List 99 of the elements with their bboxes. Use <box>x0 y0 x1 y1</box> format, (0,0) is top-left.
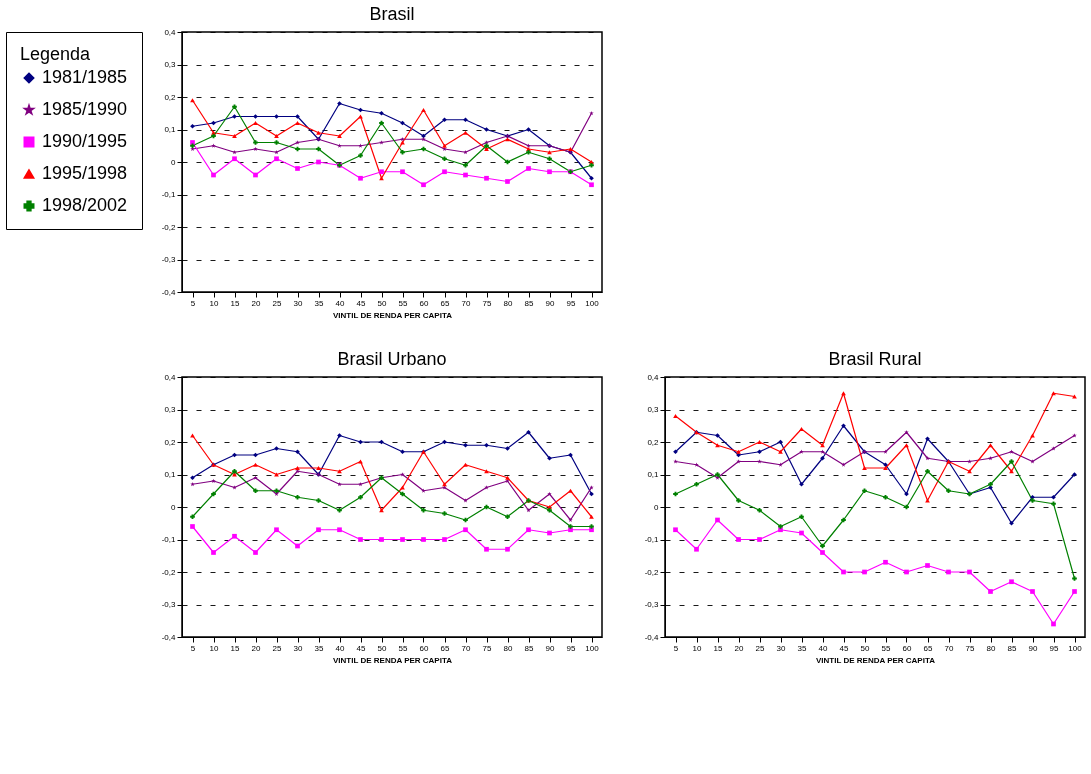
x-axis-title: VINTIL DE RENDA PER CAPITA <box>333 655 453 665</box>
x-tick-label: 90 <box>545 298 555 308</box>
x-tick-label: 25 <box>755 643 765 653</box>
x-tick-label: 40 <box>335 643 345 653</box>
y-tick-label: 0,3 <box>164 60 177 69</box>
x-tick-label: 55 <box>398 298 408 308</box>
y-tick-label: -0,4 <box>161 287 177 297</box>
x-tick-label: 45 <box>356 643 366 653</box>
y-tick-label: -0,2 <box>644 567 660 577</box>
x-tick-label: 50 <box>860 643 870 653</box>
y-tick-label: 0,4 <box>647 372 660 382</box>
x-tick-label: 20 <box>734 643 744 653</box>
x-tick-label: 95 <box>566 643 576 653</box>
x-tick-label: 60 <box>419 298 429 308</box>
chart-title: Brasil <box>369 4 415 24</box>
y-tick-label: 0 <box>654 502 660 512</box>
x-tick-label: 40 <box>335 298 345 308</box>
x-tick-label: 45 <box>356 298 366 308</box>
y-tick-label: 0,1 <box>164 470 177 479</box>
x-tick-label: 40 <box>818 643 828 653</box>
chart-title: Brasil Rural <box>828 349 922 369</box>
y-tick-label: -0,3 <box>161 600 177 609</box>
legend-label: 1985/1990 <box>42 99 128 119</box>
x-tick-label: 100 <box>1068 643 1083 653</box>
x-tick-label: 75 <box>965 643 975 653</box>
x-tick-label: 20 <box>251 298 261 308</box>
y-tick-label: 0 <box>171 502 177 512</box>
x-tick-label: 95 <box>566 298 576 308</box>
x-tick-label: 45 <box>839 643 849 653</box>
x-tick-label: 30 <box>293 298 303 308</box>
x-tick-label: 25 <box>272 298 282 308</box>
y-tick-label: 0,4 <box>164 372 177 382</box>
legend-label: 1981/1985 <box>42 67 128 87</box>
x-tick-label: 80 <box>503 643 513 653</box>
x-tick-label: 85 <box>1007 643 1017 653</box>
x-tick-label: 50 <box>377 298 387 308</box>
y-tick-label: -0,1 <box>161 190 177 199</box>
x-tick-label: 50 <box>377 643 387 653</box>
x-tick-label: 70 <box>461 298 471 308</box>
x-tick-label: 70 <box>461 643 471 653</box>
x-tick-label: 55 <box>398 643 408 653</box>
x-tick-label: 85 <box>524 298 534 308</box>
x-tick-label: 60 <box>902 643 912 653</box>
x-tick-label: 5 <box>190 298 196 308</box>
y-tick-label: -0,3 <box>161 255 177 264</box>
x-tick-label: 90 <box>545 643 555 653</box>
x-tick-label: 55 <box>881 643 891 653</box>
y-tick-label: 0,4 <box>164 27 177 37</box>
x-tick-label: 80 <box>503 298 513 308</box>
x-tick-label: 65 <box>440 643 450 653</box>
y-tick-label: -0,2 <box>161 567 177 577</box>
x-axis-title: VINTIL DE RENDA PER CAPITA <box>816 655 936 665</box>
x-tick-label: 15 <box>230 298 240 308</box>
x-tick-label: 10 <box>692 643 702 653</box>
x-tick-label: 25 <box>272 643 282 653</box>
x-tick-label: 80 <box>986 643 996 653</box>
y-tick-label: 0,2 <box>164 437 177 447</box>
x-tick-label: 100 <box>585 643 600 653</box>
x-tick-label: 15 <box>713 643 723 653</box>
y-tick-label: -0,3 <box>644 600 660 609</box>
x-tick-label: 95 <box>1049 643 1059 653</box>
legend-label: 1990/1995 <box>42 131 128 151</box>
x-tick-label: 35 <box>797 643 807 653</box>
y-tick-label: 0,3 <box>647 405 660 414</box>
x-axis-title: VINTIL DE RENDA PER CAPITA <box>333 310 453 320</box>
x-tick-label: 20 <box>251 643 261 653</box>
x-tick-label: 30 <box>293 643 303 653</box>
x-tick-label: 75 <box>482 298 492 308</box>
legend-label: 1995/1998 <box>42 163 128 183</box>
x-tick-label: 15 <box>230 643 240 653</box>
legend-label: 1998/2002 <box>42 195 128 215</box>
y-tick-label: -0,2 <box>161 222 177 232</box>
y-tick-label: -0,1 <box>644 535 660 544</box>
x-tick-label: 35 <box>314 643 324 653</box>
y-tick-label: 0 <box>171 157 177 167</box>
x-tick-label: 30 <box>776 643 786 653</box>
x-tick-label: 100 <box>585 298 600 308</box>
y-tick-label: 0,3 <box>164 405 177 414</box>
x-tick-label: 65 <box>440 298 450 308</box>
x-tick-label: 35 <box>314 298 324 308</box>
y-tick-label: 0,2 <box>164 92 177 102</box>
y-tick-label: -0,4 <box>644 632 660 642</box>
y-tick-label: 0,2 <box>647 437 660 447</box>
x-tick-label: 10 <box>209 298 219 308</box>
x-tick-label: 5 <box>190 643 196 653</box>
y-tick-label: 0,1 <box>647 470 660 479</box>
chart-title: Brasil Urbano <box>337 349 447 369</box>
legend-title: Legenda <box>20 44 92 64</box>
y-tick-label: -0,4 <box>161 632 177 642</box>
x-tick-label: 70 <box>944 643 954 653</box>
y-tick-label: 0,1 <box>164 125 177 134</box>
x-tick-label: 90 <box>1028 643 1038 653</box>
x-tick-label: 75 <box>482 643 492 653</box>
x-tick-label: 85 <box>524 643 534 653</box>
x-tick-label: 60 <box>419 643 429 653</box>
x-tick-label: 65 <box>923 643 933 653</box>
y-tick-label: -0,1 <box>161 535 177 544</box>
x-tick-label: 10 <box>209 643 219 653</box>
x-tick-label: 5 <box>673 643 679 653</box>
